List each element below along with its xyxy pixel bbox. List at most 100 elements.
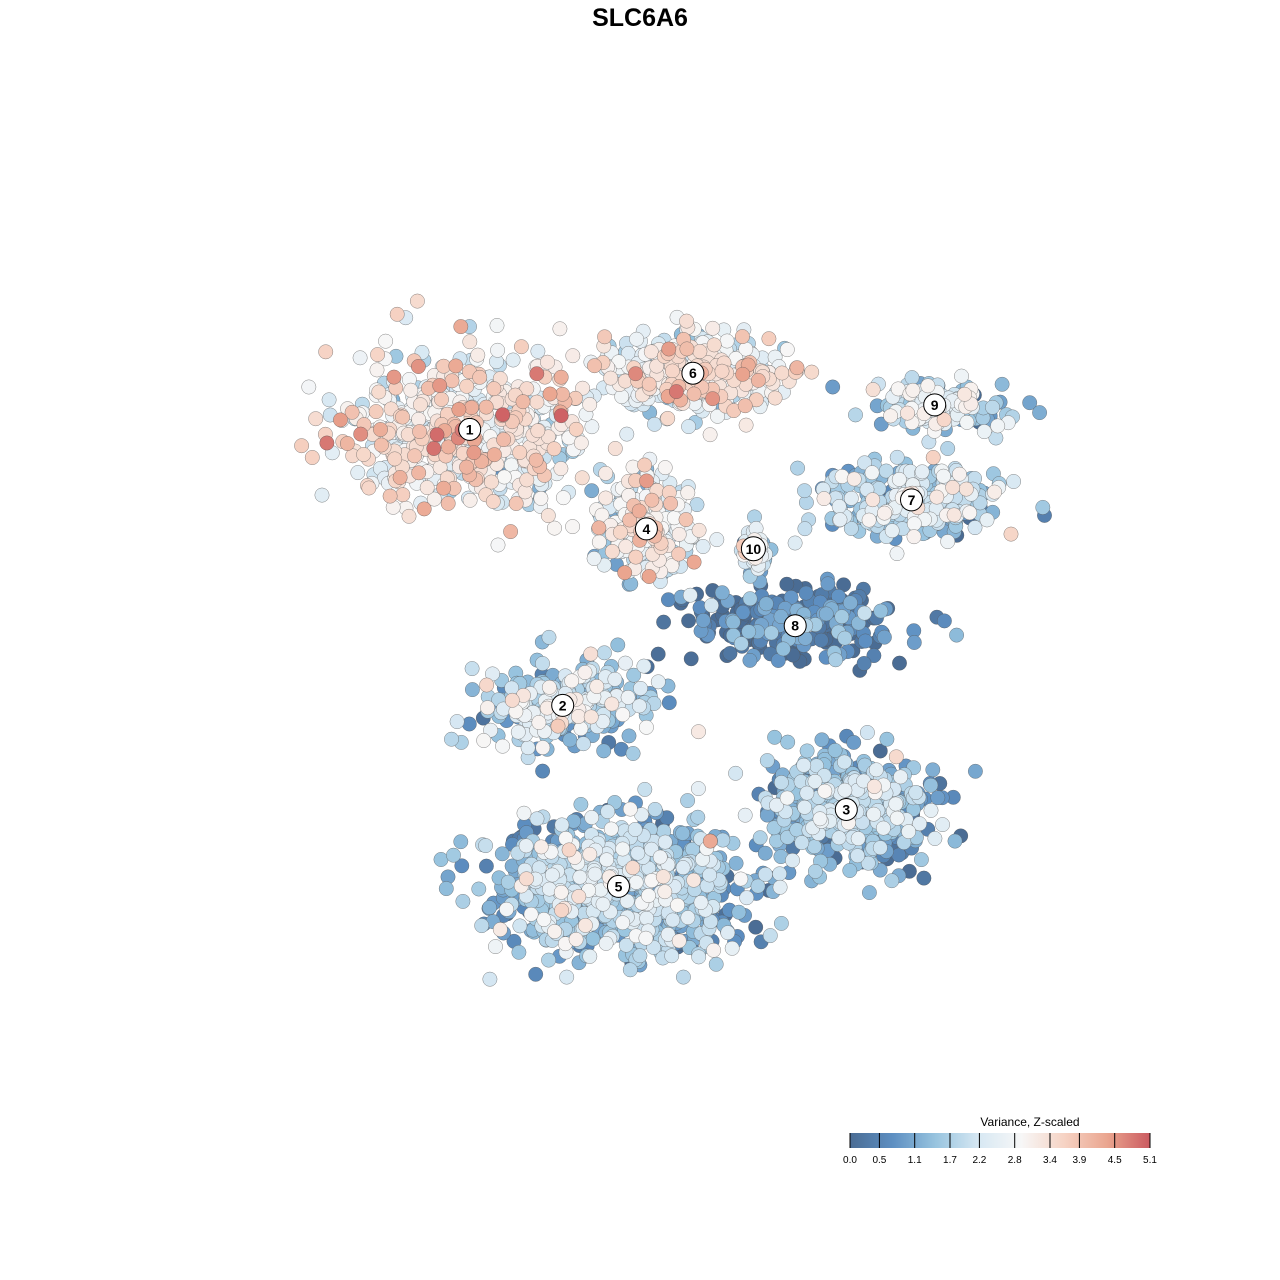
cell-point (626, 667, 642, 683)
cell-point (571, 709, 586, 724)
cell-point (720, 925, 736, 941)
cell-point (630, 845, 646, 861)
cell-point (861, 512, 877, 528)
cell-point (353, 426, 369, 442)
cell-point (804, 364, 820, 380)
cell-point (617, 565, 633, 581)
cell-point (319, 435, 335, 451)
cell-point (728, 765, 744, 781)
cell-point (472, 369, 488, 385)
cell-point (773, 915, 789, 931)
cell-point (665, 912, 681, 928)
cell-point (820, 576, 836, 592)
cell-point (737, 807, 753, 823)
cell-point (454, 858, 470, 874)
cell-point (321, 392, 337, 408)
cell-point (530, 423, 546, 439)
cell-point (733, 636, 749, 652)
cell-point (761, 331, 777, 347)
cell-point (647, 801, 663, 817)
cell-point (927, 831, 943, 846)
cluster-label-text: 9 (931, 397, 939, 413)
cell-point (464, 400, 479, 416)
cell-point (535, 763, 551, 779)
cell-point (489, 318, 505, 333)
cell-point (470, 347, 486, 363)
cluster-label-text: 4 (643, 521, 651, 537)
cell-point (573, 796, 589, 812)
cell-point (572, 869, 588, 885)
cell-point (693, 895, 709, 910)
cell-point (392, 470, 408, 485)
cell-point (615, 841, 631, 857)
cell-point (888, 796, 904, 812)
cell-point (779, 342, 795, 358)
cell-point (714, 585, 730, 601)
cell-point (797, 521, 813, 537)
cell-point (742, 652, 758, 668)
cell-point (767, 729, 783, 745)
cell-point (661, 341, 677, 357)
cell-point (490, 537, 506, 553)
cell-point (488, 939, 503, 955)
cell-point (628, 366, 644, 382)
cell-point (828, 652, 844, 668)
cluster-label-text: 6 (689, 365, 697, 381)
cell-point (643, 344, 659, 360)
cell-point (409, 293, 425, 309)
cluster-label-text: 3 (842, 802, 850, 818)
cell-point (681, 613, 697, 629)
cell-point (464, 682, 480, 698)
cell-point (639, 910, 655, 926)
cell-point (873, 603, 889, 619)
cell-point (905, 382, 921, 398)
cell-point (861, 885, 877, 901)
cell-point (615, 707, 631, 723)
cell-point (831, 499, 847, 514)
cell-point (872, 840, 888, 856)
cell-point (866, 779, 882, 794)
cell-point (625, 860, 641, 876)
cell-point (681, 419, 697, 435)
cell-point (483, 474, 499, 490)
cell-point (893, 769, 909, 785)
cell-point (553, 408, 569, 424)
cell-point (735, 366, 751, 382)
cell-point (940, 534, 956, 550)
cell-point (389, 306, 405, 322)
cell-point (661, 695, 677, 711)
legend-tick-label: 3.4 (1043, 1155, 1057, 1166)
cell-point (879, 731, 895, 747)
cell-point (553, 369, 569, 385)
cell-point (647, 416, 662, 432)
cell-point (923, 802, 939, 818)
cell-point (831, 830, 847, 846)
cell-point (308, 411, 324, 427)
cell-point (438, 881, 454, 897)
cell-point (675, 825, 691, 841)
cell-point (459, 459, 475, 475)
cell-point (573, 435, 589, 451)
cell-point (536, 912, 552, 927)
cell-point (577, 665, 593, 680)
cell-point (850, 848, 866, 864)
cell-point (906, 529, 922, 545)
cell-point (368, 404, 384, 420)
cell-point (807, 863, 823, 879)
cell-point (670, 897, 685, 913)
cell-point (690, 781, 706, 797)
cell-point (586, 551, 602, 566)
cell-point (843, 490, 859, 506)
cell-point (891, 847, 907, 863)
cell-point (958, 481, 974, 497)
cell-point (519, 871, 534, 887)
cell-point (528, 966, 544, 982)
cell-point (500, 874, 516, 890)
cell-point (434, 391, 449, 407)
cell-point (369, 362, 385, 378)
cell-point (448, 358, 464, 374)
cell-point (508, 496, 524, 511)
cell-point (797, 799, 813, 815)
cell-point (680, 485, 696, 501)
cluster-label-1: 1 (458, 417, 482, 441)
